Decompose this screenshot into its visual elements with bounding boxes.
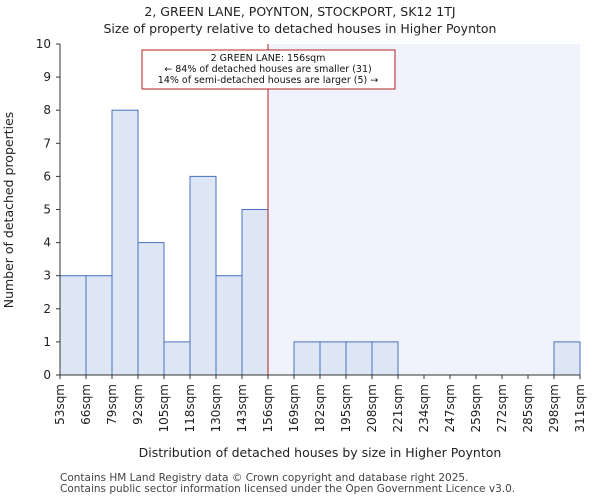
bar-143sqm xyxy=(241,209,269,376)
bar-195sqm xyxy=(345,341,373,376)
footer-line-1: Contains HM Land Registry data © Crown c… xyxy=(60,472,469,484)
y-tick-label: 1 xyxy=(43,335,51,349)
bar-298sqm xyxy=(553,341,581,376)
y-tick-label: 5 xyxy=(43,203,51,217)
bar-182sqm xyxy=(319,341,347,376)
annotation-line-3: 14% of semi-detached houses are larger (… xyxy=(158,75,378,86)
y-tick-label: 9 xyxy=(43,70,51,84)
bar-118sqm xyxy=(189,175,217,376)
bar-92sqm xyxy=(137,242,165,376)
x-tick-label: 272sqm xyxy=(495,384,509,432)
y-tick-label: 0 xyxy=(43,368,51,382)
y-tick-label: 3 xyxy=(43,269,51,283)
chart-title: 2, GREEN LANE, POYNTON, STOCKPORT, SK12 … xyxy=(144,4,456,19)
bar-chart: 0 1 2 3 4 5 6 7 8 9 10 53sqm 66sqm 79sqm 92sqm 105sqm 1… xyxy=(1,37,587,460)
x-tick-label: 311sqm xyxy=(573,384,587,432)
y-tick-label: 10 xyxy=(36,37,51,51)
bar-53sqm xyxy=(59,275,87,376)
y-ticks-group: 0 1 2 3 4 5 6 7 8 9 10 xyxy=(36,37,60,382)
y-tick-label: 4 xyxy=(43,236,51,250)
bar-169sqm xyxy=(293,341,321,376)
x-tick-label: 118sqm xyxy=(183,384,197,432)
x-tick-label: 259sqm xyxy=(469,384,483,432)
bar-66sqm xyxy=(85,275,113,376)
y-tick-label: 7 xyxy=(43,136,51,150)
footer-attribution: Contains HM Land Registry data © Crown c… xyxy=(60,473,515,495)
y-tick-label: 2 xyxy=(43,302,51,316)
footer-line-2: Contains public sector information licen… xyxy=(60,483,516,495)
x-tick-label: 221sqm xyxy=(391,384,405,432)
bar-130sqm xyxy=(215,275,243,376)
x-tick-label: 208sqm xyxy=(365,384,379,432)
bar-208sqm xyxy=(371,341,399,376)
x-tick-label: 143sqm xyxy=(235,384,249,432)
x-tick-label: 234sqm xyxy=(417,384,431,432)
x-tick-label: 66sqm xyxy=(79,384,93,425)
x-axis-label: Distribution of detached houses by size … xyxy=(139,445,502,460)
y-tick-label: 8 xyxy=(43,103,51,117)
chart-subtitle: Size of property relative to detached ho… xyxy=(103,21,497,36)
x-tick-label: 92sqm xyxy=(131,384,145,425)
x-tick-label: 195sqm xyxy=(339,384,353,432)
y-axis-label: Number of detached properties xyxy=(1,112,16,309)
annotation-box: 2 GREEN LANE: 156sqm ← 84% of detached h… xyxy=(141,49,396,90)
x-tick-label: 156sqm xyxy=(261,384,275,432)
x-tick-label: 182sqm xyxy=(313,384,327,432)
bar-79sqm xyxy=(111,109,139,376)
x-tick-label: 105sqm xyxy=(157,384,171,432)
chart-title-block: 2, GREEN LANE, POYNTON, STOCKPORT, SK12 … xyxy=(0,3,600,37)
x-tick-label: 130sqm xyxy=(209,384,223,432)
annotation-line-1: 2 GREEN LANE: 156sqm xyxy=(211,53,326,64)
y-tick-label: 6 xyxy=(43,169,51,183)
x-tick-label: 169sqm xyxy=(287,384,301,432)
x-tick-label: 285sqm xyxy=(521,384,535,432)
x-tick-label: 53sqm xyxy=(53,384,67,425)
x-tick-label: 298sqm xyxy=(547,384,561,432)
bar-105sqm xyxy=(163,341,191,376)
x-tick-label: 247sqm xyxy=(443,384,457,432)
annotation-box-frame xyxy=(141,49,396,90)
annotation-line-2: ← 84% of detached houses are smaller (31… xyxy=(164,64,371,75)
bars-group xyxy=(59,109,581,376)
right-shaded-region xyxy=(268,44,580,375)
x-ticks-group: 53sqm 66sqm 79sqm 92sqm 105sqm 118sqm 130sqm 14… xyxy=(53,375,587,432)
x-tick-label: 79sqm xyxy=(105,384,119,425)
